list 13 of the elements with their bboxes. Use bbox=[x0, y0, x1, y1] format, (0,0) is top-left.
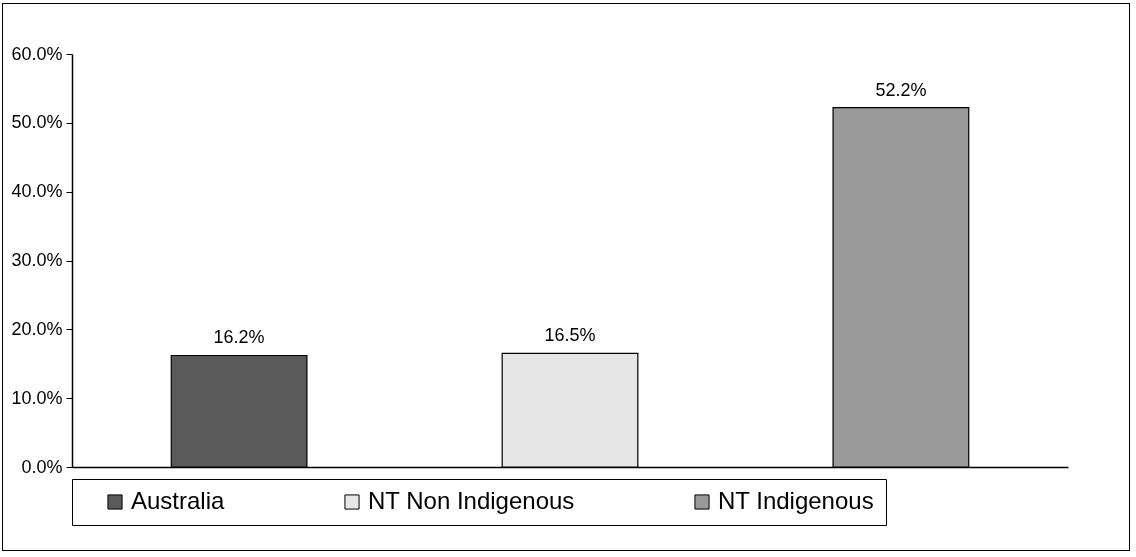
legend-label: Australia bbox=[131, 487, 226, 514]
legend-label: NT Indigenous bbox=[718, 487, 874, 514]
data-label: 16.2% bbox=[213, 327, 265, 348]
data-label: 16.5% bbox=[544, 325, 596, 346]
y-tick-label: 30.0% bbox=[11, 250, 63, 270]
data-label: 52.2% bbox=[875, 79, 927, 100]
y-tick-label: 40.0% bbox=[11, 181, 63, 202]
y-tick-label: 50.0% bbox=[11, 112, 63, 133]
legend-label: NT Non Indigenous bbox=[368, 487, 575, 514]
y-tick-label: 0.0% bbox=[21, 456, 63, 477]
y-tick-label: 20.0% bbox=[11, 318, 63, 339]
y-tick-label: 10.0% bbox=[11, 387, 63, 408]
y-tick-label: 60.0% bbox=[11, 43, 63, 64]
